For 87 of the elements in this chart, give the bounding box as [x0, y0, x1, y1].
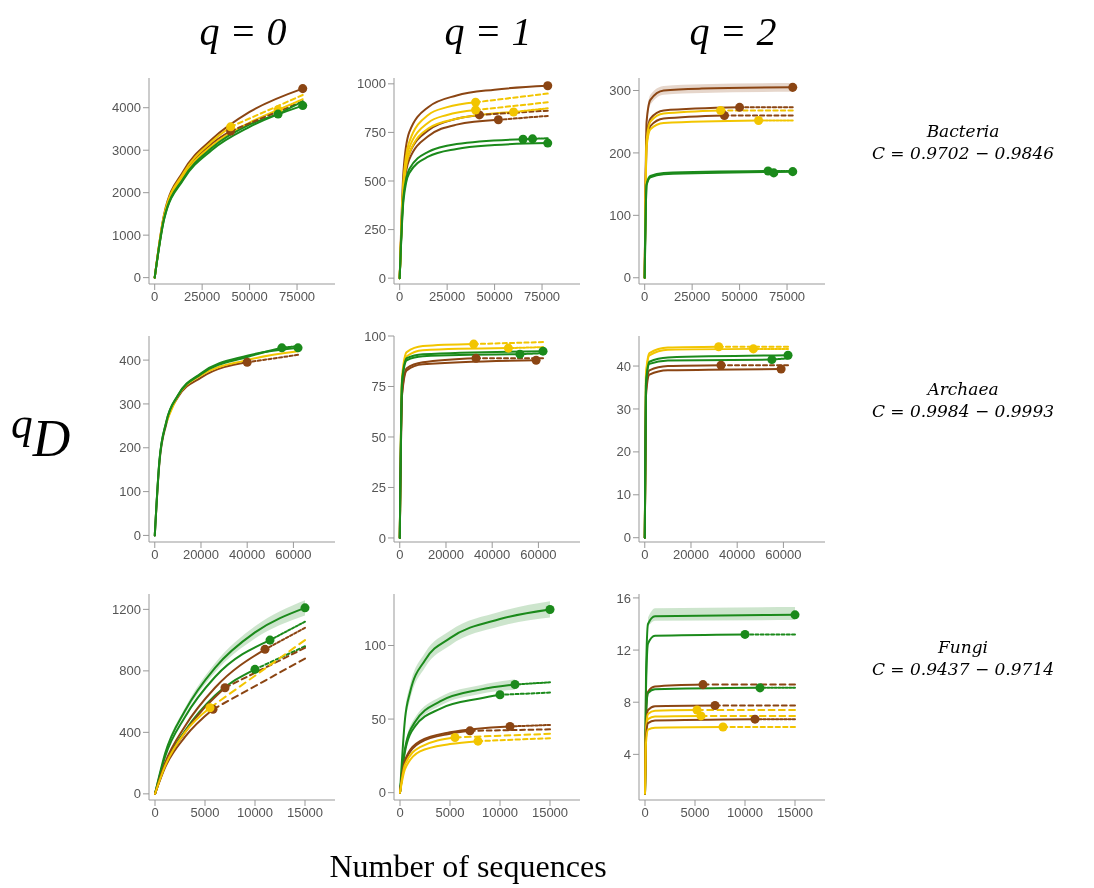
y-tick-label: 50: [371, 711, 386, 727]
text: Fungi: [937, 636, 989, 658]
x-tick-label: 20000: [182, 547, 220, 563]
x-tick-label: 5000: [435, 805, 465, 821]
y-tick-label: 2000: [112, 185, 141, 201]
y-tick-label: 8: [623, 694, 631, 710]
chart-title: q = 1: [443, 8, 533, 55]
text: C = 0.9437 − 0.9714: [870, 658, 1056, 680]
x-tick-label: 0: [396, 289, 404, 305]
y-tick-label: 500: [364, 173, 386, 189]
x-tick-label: 0: [641, 547, 649, 563]
y-tick-label: 50: [371, 429, 386, 445]
y-tick-label: 0: [378, 785, 386, 801]
x-tick-label: 25000: [674, 289, 711, 305]
x-tick-label: 20000: [427, 547, 465, 563]
y-tick-label: 16: [616, 590, 631, 606]
x-tick-label: 0: [396, 547, 404, 563]
x-tick-label: 0: [396, 805, 404, 821]
x-tick-label: 10000: [481, 805, 519, 821]
y-tick-label: 200: [119, 440, 141, 456]
x-tick-label: 50000: [721, 289, 758, 305]
y-tick-label: 250: [364, 222, 386, 238]
x-tick-label: 0: [641, 289, 649, 305]
y-tick-label: 30: [616, 401, 631, 417]
x-tick-label: 15000: [286, 805, 324, 821]
text: Archaea: [925, 378, 1000, 400]
x-tick-label: 50000: [476, 289, 513, 305]
y-tick-label: 300: [609, 83, 631, 99]
y-tick-label: 0: [133, 786, 141, 802]
y-tick-label: 400: [119, 352, 141, 368]
y-tick-label: 75: [371, 379, 386, 395]
x-tick-label: 0: [641, 805, 649, 821]
x-tick-label: 50000: [231, 289, 268, 305]
chart-title: q = 0: [198, 8, 288, 55]
y-tick-label: 0: [623, 530, 631, 546]
text: C = 0.9984 − 0.9993: [870, 400, 1056, 422]
x-tick-label: 10000: [236, 805, 274, 821]
y-tick-label: 12: [616, 642, 631, 658]
y-tick-label: 4000: [112, 100, 141, 116]
x-tick-label: 0: [151, 805, 159, 821]
x-tick-label: 75000: [523, 289, 561, 305]
x-tick-label: 10000: [726, 805, 764, 821]
y-tick-label: 1000: [357, 76, 386, 92]
y-tick-label: 10: [616, 487, 631, 503]
x-tick-label: 0: [151, 289, 159, 305]
y-tick-label: 300: [119, 396, 141, 412]
text: Bacteria: [925, 120, 1001, 142]
y-tick-label: 100: [119, 484, 141, 500]
y-tick-label: 20: [616, 444, 631, 460]
x-tick-label: 40000: [474, 547, 511, 563]
y-tick-label: 100: [364, 638, 386, 654]
y-tick-label: 0: [623, 270, 631, 286]
x-tick-label: 15000: [531, 805, 569, 821]
y-tick-label: 100: [364, 328, 386, 344]
y-tick-label: 800: [119, 663, 141, 679]
y-tick-label: 0: [378, 530, 386, 546]
x-tick-label: 5000: [190, 805, 220, 821]
text: C = 0.9702 − 0.9846: [870, 142, 1056, 164]
chart-title: q = 2: [688, 8, 778, 55]
y-tick-label: 200: [609, 145, 631, 161]
y-tick-label: 3000: [112, 142, 141, 158]
y-tick-label: 750: [364, 125, 386, 141]
x-tick-label: 60000: [275, 547, 312, 563]
x-tick-label: 20000: [672, 547, 710, 563]
x-axis-title: Number of sequences: [328, 848, 608, 885]
x-tick-label: 75000: [768, 289, 806, 305]
x-tick-label: 25000: [184, 289, 221, 305]
y-tick-label: 100: [609, 207, 631, 223]
x-tick-label: 40000: [229, 547, 266, 563]
x-tick-label: 15000: [776, 805, 814, 821]
y-axis-title: $^{q}$D: [11, 398, 71, 469]
y-tick-label: 4: [623, 746, 631, 762]
x-tick-label: 75000: [278, 289, 316, 305]
y-tick-label: 0: [378, 270, 386, 286]
x-tick-label: 0: [151, 547, 159, 563]
y-tick-label: 0: [133, 270, 141, 286]
y-tick-label: 1000: [112, 227, 141, 243]
x-tick-label: 60000: [520, 547, 557, 563]
y-tick-label: 0: [133, 528, 141, 544]
y-tick-label: 25: [371, 480, 386, 496]
y-tick-label: 1200: [112, 601, 141, 617]
y-tick-label: 400: [119, 724, 141, 740]
x-tick-label: 25000: [429, 289, 466, 305]
x-tick-label: 5000: [680, 805, 710, 821]
x-tick-label: 60000: [765, 547, 802, 563]
x-tick-label: 40000: [719, 547, 756, 563]
y-tick-label: 40: [616, 358, 631, 374]
